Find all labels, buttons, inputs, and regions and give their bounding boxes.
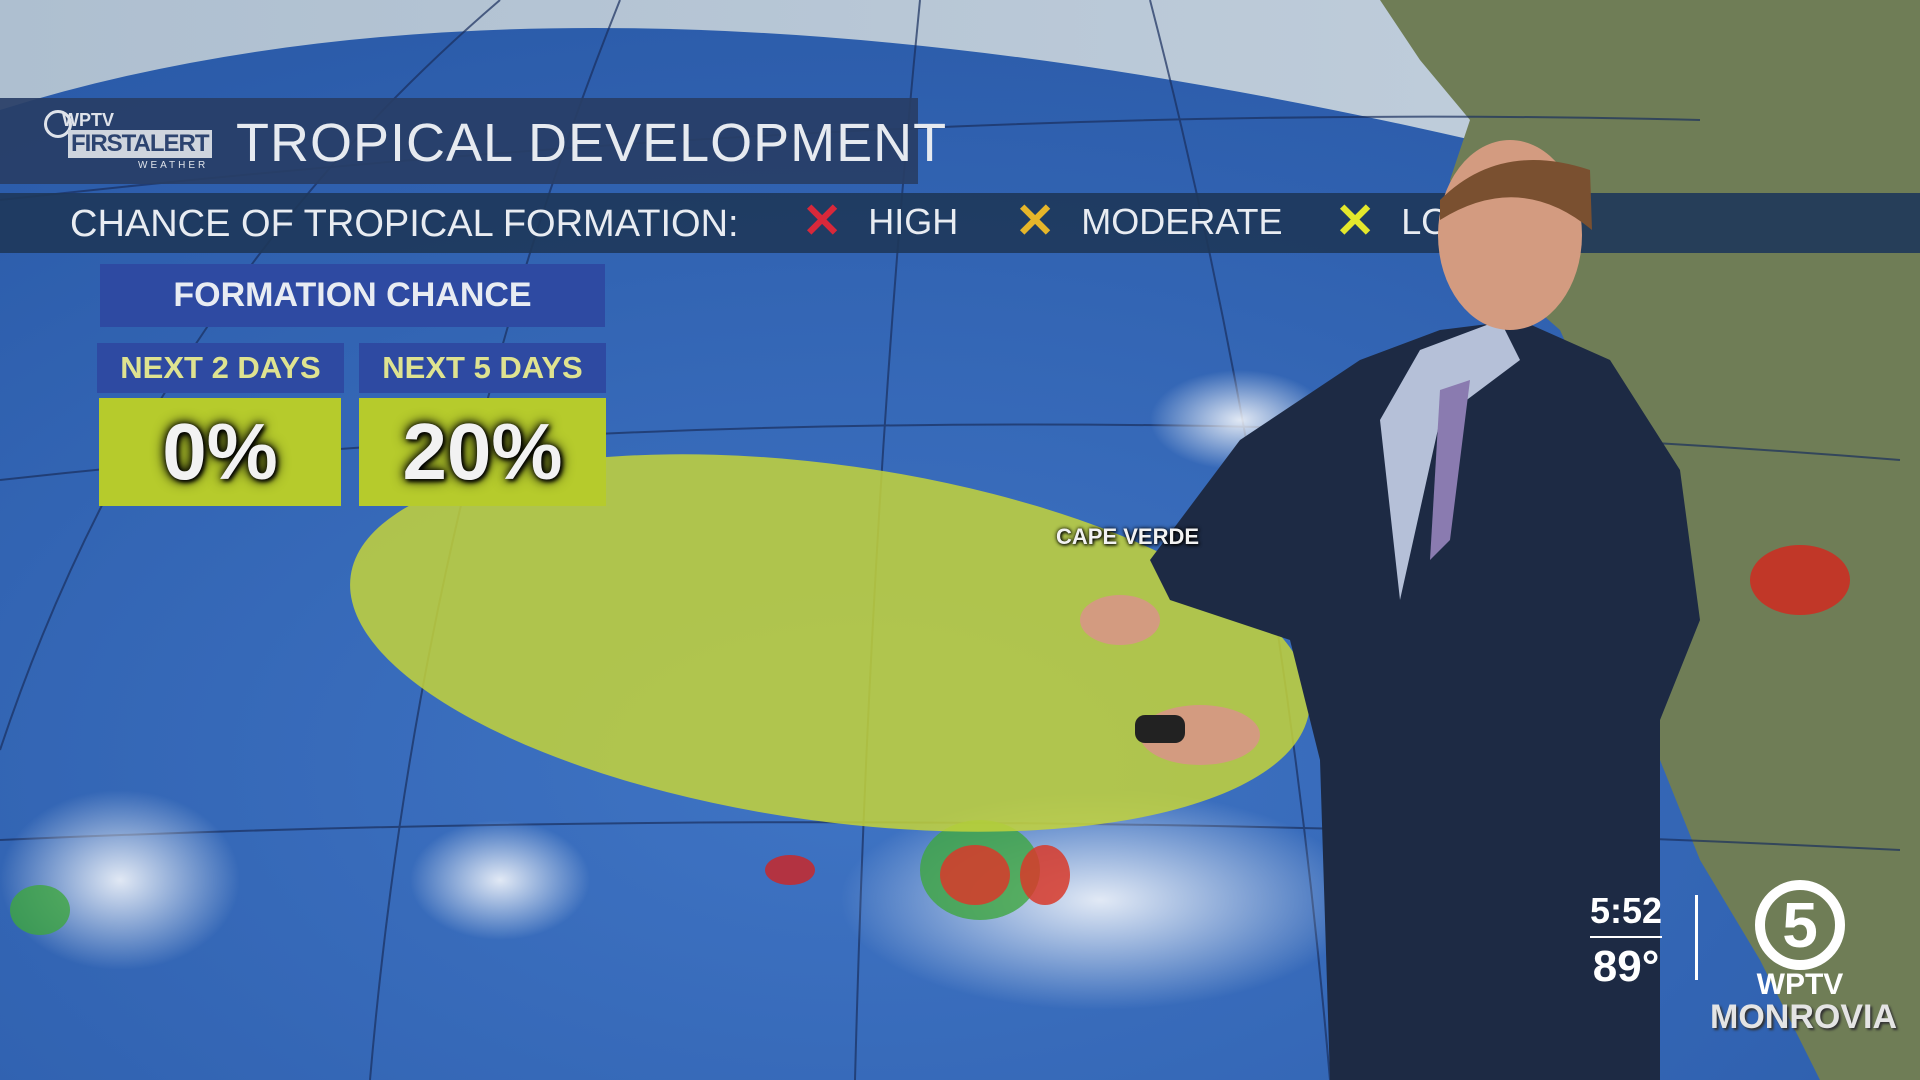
meteorologist bbox=[1080, 140, 1700, 1080]
legend-item-high: ✕ HIGH bbox=[802, 195, 959, 248]
legend-label: CHANCE OF TROPICAL FORMATION: bbox=[70, 203, 739, 245]
legend-item-label: HIGH bbox=[868, 201, 959, 242]
current-time: 5:52 bbox=[1590, 890, 1663, 938]
wptv-first-alert-logo: WPTV FIRSTALERT WEATHER bbox=[42, 108, 222, 174]
channel-5-icon: 5 bbox=[1755, 880, 1845, 970]
formation-area bbox=[350, 454, 1310, 832]
logo-sub: WEATHER bbox=[138, 160, 209, 171]
station-call-sign: WPTV bbox=[1756, 968, 1844, 1001]
legend-item-moderate: ✕ MODERATE bbox=[1015, 195, 1283, 248]
station-city: MONROVIA bbox=[1710, 998, 1897, 1036]
formation-legend: CHANCE OF TROPICAL FORMATION: ✕ HIGH ✕ M… bbox=[0, 193, 1920, 253]
logo-station: WPTV bbox=[62, 110, 114, 130]
title-bar: WPTV FIRSTALERT WEATHER TROPICAL DEVELOP… bbox=[0, 98, 946, 184]
formation-chance-header: FORMATION CHANCE bbox=[100, 264, 605, 327]
x-mark-icon: ✕ bbox=[1335, 195, 1376, 248]
time-temp-ticker: 5:52 89° bbox=[1590, 890, 1663, 992]
next-2-days-chance: 0% bbox=[99, 398, 341, 506]
next-5-days-chance: 20% bbox=[359, 398, 606, 506]
logo-brand: FIRSTALERT bbox=[68, 130, 212, 158]
legend-item-label: MODERATE bbox=[1081, 201, 1283, 242]
next-5-days-header: NEXT 5 DAYS bbox=[359, 343, 606, 393]
next-2-days-header: NEXT 2 DAYS bbox=[97, 343, 344, 393]
map-label-cape-verde: CAPE VERDE bbox=[1056, 524, 1200, 549]
clouds bbox=[0, 370, 1850, 1010]
current-temperature: 89° bbox=[1592, 942, 1660, 991]
x-mark-icon: ✕ bbox=[1015, 195, 1056, 248]
x-mark-icon: ✕ bbox=[802, 195, 843, 248]
page-title: TROPICAL DEVELOPMENT bbox=[236, 113, 948, 173]
channel-5-icon bbox=[44, 110, 72, 138]
divider bbox=[1695, 895, 1698, 980]
station-logo: 5 WPTV MONROVIA bbox=[1710, 880, 1897, 1034]
